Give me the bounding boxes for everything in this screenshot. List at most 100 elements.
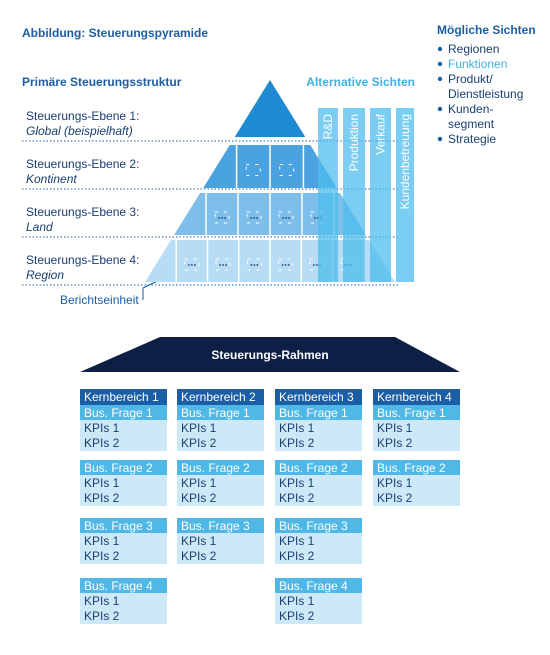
alt-label: Produktion <box>347 114 361 171</box>
question: Bus. Frage 3 <box>84 519 153 533</box>
view-item: Regionen <box>448 42 499 56</box>
cell-icon <box>245 164 261 176</box>
kpi-box <box>80 593 167 624</box>
question: Bus. Frage 1 <box>279 406 348 420</box>
kpi: KPIs 1 <box>181 534 217 548</box>
cell-dot <box>225 264 228 266</box>
kpi: KPIs 2 <box>181 549 217 563</box>
alt-label: R&D <box>321 114 335 140</box>
alt-column <box>318 108 338 282</box>
kpi-box <box>275 593 362 624</box>
bullet <box>437 46 443 52</box>
cell-icon <box>246 211 262 224</box>
cell-dot <box>250 264 253 266</box>
kpi: KPIs 1 <box>279 476 315 490</box>
kpi: KPIs 2 <box>279 609 315 623</box>
area-header <box>80 389 167 405</box>
question-header <box>80 405 167 420</box>
alternatives-title: Alternative Sichten <box>306 75 415 89</box>
cell-dot <box>187 264 190 266</box>
question-header <box>373 460 460 475</box>
cell-dot <box>253 264 256 266</box>
question-header <box>80 460 167 475</box>
view-item: Produkt/ <box>448 72 493 86</box>
cell-dot <box>288 217 290 219</box>
cell-dot <box>256 217 258 219</box>
question: Bus. Frage 3 <box>181 519 250 533</box>
question-header <box>275 460 362 475</box>
pyramid-title: Primäre Steuerungsstruktur <box>22 75 182 89</box>
area-name: Kernbereich 4 <box>377 390 452 404</box>
alt-column <box>370 108 391 282</box>
framework-title: Steuerungs-Rahmen <box>211 348 328 362</box>
kpi-box <box>373 475 460 506</box>
cell-dot <box>250 217 252 219</box>
question: Bus. Frage 2 <box>84 461 153 475</box>
cell-dot <box>256 264 259 266</box>
area-header <box>177 389 264 405</box>
level-name: Steuerungs-Ebene 2: <box>26 157 139 171</box>
views-title: Mögliche Sichten <box>437 23 536 37</box>
cell-icon <box>215 258 231 271</box>
cell-icon <box>278 211 294 224</box>
kpi: KPIs 2 <box>279 549 315 563</box>
cell-dot <box>224 217 226 219</box>
question-header <box>275 405 362 420</box>
kpi-box <box>80 475 167 506</box>
kpi-box <box>373 420 460 451</box>
page-title: Abbildung: Steuerungspyramide <box>22 26 208 40</box>
cell-dot <box>253 217 255 219</box>
kpi-box <box>177 533 264 564</box>
cell-dot <box>285 217 287 219</box>
kpi: KPIs 1 <box>279 534 315 548</box>
question-header <box>80 578 167 593</box>
question: Bus. Frage 2 <box>377 461 446 475</box>
question: Bus. Frage 1 <box>84 406 153 420</box>
cell-icon <box>279 164 295 176</box>
bullet <box>437 61 443 67</box>
alt-column <box>396 108 414 282</box>
kpi: KPIs 1 <box>279 421 315 435</box>
question-header <box>177 518 264 533</box>
kpi: KPIs 1 <box>181 476 217 490</box>
kpi: KPIs 2 <box>181 436 217 450</box>
level-sub: Kontinent <box>26 172 77 186</box>
question-header <box>275 518 362 533</box>
cell-dot <box>312 264 315 266</box>
view-item: Strategie <box>448 132 496 146</box>
kpi: KPIs 1 <box>84 476 120 490</box>
cell-icon <box>184 258 200 271</box>
alt-column <box>343 108 365 282</box>
kpi: KPIs 2 <box>377 491 413 505</box>
cell-icon <box>214 211 230 224</box>
kpi: KPIs 2 <box>279 491 315 505</box>
area-name: Kernbereich 3 <box>279 390 354 404</box>
cell-dot <box>222 264 225 266</box>
cell-dot <box>315 264 318 266</box>
view-item: Kunden- <box>448 102 493 116</box>
question-header <box>275 578 362 593</box>
kpi: KPIs 1 <box>377 476 413 490</box>
bullet <box>437 106 443 112</box>
kpi: KPIs 2 <box>84 609 120 623</box>
kpi-box <box>275 475 362 506</box>
question: Bus. Frage 3 <box>279 519 348 533</box>
view-item: segment <box>448 117 495 131</box>
question-header <box>177 405 264 420</box>
area-name: Kernbereich 1 <box>84 390 159 404</box>
question: Bus. Frage 1 <box>377 406 446 420</box>
kpi: KPIs 1 <box>84 594 120 608</box>
cell-dot <box>218 217 220 219</box>
level-sub: Global (beispielhaft) <box>26 124 133 138</box>
area-header <box>373 389 460 405</box>
kpi-box <box>80 420 167 451</box>
kpi: KPIs 1 <box>84 421 120 435</box>
cell-dot <box>221 217 223 219</box>
question-header <box>177 460 264 475</box>
framework-banner <box>80 337 460 372</box>
level-name: Steuerungs-Ebene 1: <box>26 109 139 123</box>
level-name: Steuerungs-Ebene 3: <box>26 205 139 219</box>
alt-label: Verkauf <box>374 113 388 154</box>
unit-label: Berichtseinheit <box>60 293 139 307</box>
